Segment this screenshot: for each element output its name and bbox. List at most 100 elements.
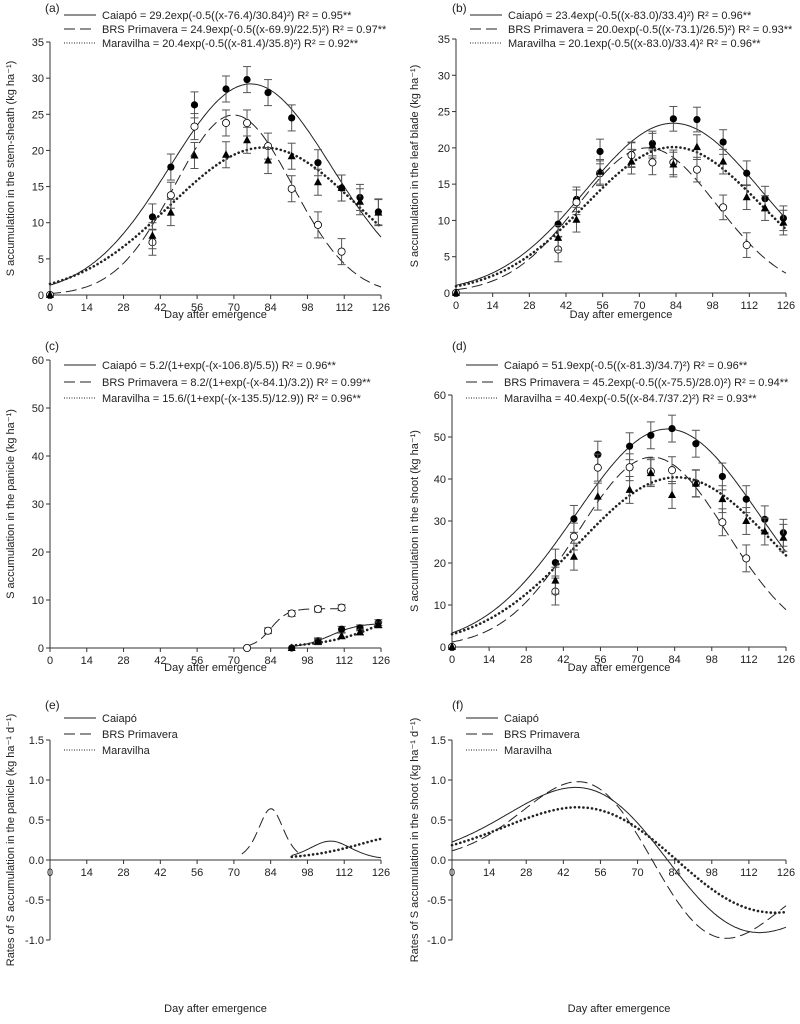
x-axis-title: Day after emergence (164, 1003, 267, 1015)
panel-b: 0 5 10 15 20 25 30 35 0 14 28 42 56 70 84 98 112 126 Day a… (409, 1, 795, 321)
legend-entry: BRS Primavera = 45.2exp(-0.5((x-75.5)/28… (504, 377, 789, 389)
data-point (719, 157, 728, 165)
data-point (190, 101, 199, 109)
data-point (648, 141, 657, 149)
x-tick-label: 84 (265, 867, 277, 879)
data-point (742, 516, 751, 524)
data-point (313, 177, 322, 186)
data-point (287, 609, 296, 618)
y-tick-label: 20 (434, 558, 446, 570)
x-tick-label: 126 (777, 654, 795, 666)
data-point (448, 642, 456, 650)
x-tick-label: 112 (335, 655, 353, 667)
data-point (337, 625, 346, 633)
y-tick-label: 25 (438, 107, 450, 119)
y-tick-label: 15 (438, 179, 450, 191)
fit-curve (451, 781, 787, 939)
data-point (742, 495, 750, 503)
data-point (166, 191, 175, 200)
y-tick-label: 50 (434, 432, 446, 444)
legend-entry: BRS Primavera (102, 729, 179, 741)
data-point (166, 208, 175, 216)
data-point (593, 492, 602, 500)
data-point (264, 156, 273, 164)
y-tick-label: 5 (444, 252, 450, 264)
panel-label: (d) (452, 339, 467, 353)
data-point (243, 75, 251, 84)
x-tick-label: 0 (449, 867, 455, 879)
fit-curve (450, 476, 788, 636)
x-tick-label: 28 (520, 654, 532, 666)
x-tick-label: 98 (301, 302, 313, 314)
legend-entry: Caiapó (504, 713, 539, 725)
data-point (190, 150, 199, 159)
x-tick-label: 42 (557, 654, 569, 666)
data-point (46, 290, 54, 298)
y-tick-label: 0 (444, 288, 450, 300)
data-point (646, 468, 655, 477)
series-caiapó: Caiapó (64, 713, 382, 859)
data-point (337, 631, 346, 639)
data-point (779, 218, 788, 226)
x-tick-label: 56 (191, 302, 203, 314)
x-tick-label: 14 (487, 300, 499, 312)
data-point (222, 118, 231, 127)
x-tick-label: 0 (47, 655, 53, 667)
y-axis-title: Rates of S accumulation in the panicle (… (5, 714, 17, 967)
y-axis-title: S accumulation in the stem-sheath (kg ha… (5, 61, 17, 277)
data-point (551, 576, 560, 584)
x-tick-label: 42 (557, 867, 569, 879)
x-tick-label: 70 (633, 300, 645, 312)
fit-curve (454, 145, 788, 288)
data-point (719, 203, 728, 212)
series-brs-primavera: BRS Primavera = 8.2/(1+exp(-(x-84.1)/3.2… (64, 377, 371, 653)
x-tick-label: 70 (228, 655, 240, 667)
legend-entry: Maravilha = 40.4exp(-0.5((x-84.7/37.2)²)… (504, 393, 757, 405)
y-tick-label: 40 (32, 451, 44, 463)
x-tick-label: 70 (631, 867, 643, 879)
legend-entry: BRS Primavera = 20.0exp(-0.5((x-73.1)/26… (508, 24, 793, 36)
panel-label: (c) (45, 339, 59, 353)
data-point (669, 160, 678, 168)
legend-entry: Caiapó = 29.2exp(-0.5((x-76.4)/30.84)²) … (102, 10, 352, 22)
x-tick-label: 70 (228, 867, 240, 879)
panel-d: 0 10 20 30 40 50 60 0 14 28 42 56 70 84 98 112 126 Day af… (409, 339, 795, 674)
data-point (313, 637, 322, 645)
fit-curve (291, 623, 381, 647)
data-point (337, 603, 346, 612)
x-axis-title: Day after emergence (164, 309, 267, 321)
x-tick-label: 84 (670, 300, 682, 312)
series-brs-primavera: BRS Primavera = 24.9exp(-0.5((x-69.9)/22… (46, 24, 387, 299)
data-point (761, 203, 770, 212)
x-tick-label: 112 (335, 867, 353, 879)
panel-label: (a) (45, 1, 60, 15)
series-caiapó: Caiapó = 29.2exp(-0.5((x-76.4)/30.84)²) … (46, 10, 383, 299)
y-axis-title: S accumulation in the panicle (kg ha⁻¹) (5, 409, 17, 599)
legend-entry: Caiapó = 23.4exp(-0.5((x-83.0)/33.4)²) R… (508, 10, 752, 22)
data-point (742, 554, 751, 563)
x-tick-label: 126 (372, 302, 390, 314)
y-tick-label: 40 (434, 474, 446, 486)
y-tick-label: 30 (434, 516, 446, 528)
data-point (691, 479, 700, 487)
data-point (452, 288, 460, 296)
x-tick-label: 98 (301, 655, 313, 667)
x-tick-label: 42 (154, 867, 166, 879)
y-tick-label: 0 (38, 643, 44, 655)
panel-label: (f) (452, 698, 463, 712)
data-point (596, 147, 604, 156)
y-tick-label: 25 (32, 109, 44, 121)
x-axis-title: Day after emergence (568, 662, 671, 674)
x-tick-label: 126 (372, 867, 390, 879)
x-tick-label: 42 (154, 655, 166, 667)
data-point (669, 115, 677, 123)
data-point (190, 122, 199, 131)
data-point (337, 247, 346, 256)
x-tick-label: 112 (740, 654, 758, 666)
panel-e: -1.0 -0.5 0.0 0.5 1.0 1.5 0 14 28 42 56 70 84 98 112 12… (5, 698, 390, 1015)
fit-curve (291, 840, 382, 859)
x-tick-label: 98 (707, 300, 719, 312)
fit-curve (455, 147, 787, 291)
data-point (264, 89, 272, 97)
y-tick-label: 20 (32, 145, 44, 157)
